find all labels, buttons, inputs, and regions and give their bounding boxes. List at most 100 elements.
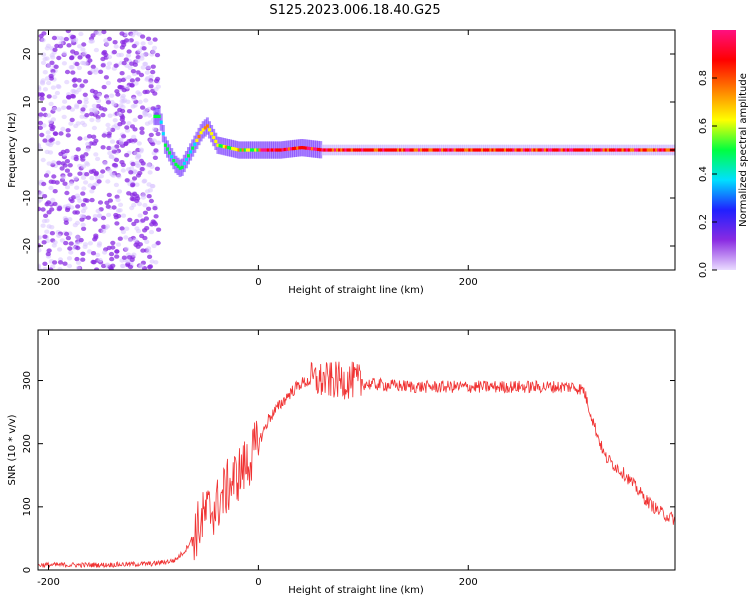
spectrogram-cell — [254, 148, 258, 152]
spectrogram-cell — [72, 222, 78, 228]
spectrogram-cell — [133, 81, 139, 86]
spectrogram-cell — [634, 148, 638, 152]
x-tick-label: 0 — [255, 277, 261, 288]
spectrogram-cell — [292, 147, 295, 151]
spectrogram-cell — [537, 148, 541, 152]
spectrogram-cell — [75, 204, 81, 209]
spectrogram-cell — [41, 123, 47, 128]
spectrogram-cell — [64, 79, 70, 85]
spectrogram-cell — [126, 109, 133, 114]
snr-plot-area — [38, 330, 675, 570]
spectrogram-cell — [485, 148, 489, 152]
spectrogram-cell — [575, 148, 579, 152]
spectrogram-cell — [137, 213, 143, 218]
spectrogram-cell — [105, 179, 111, 184]
spectrogram-cell — [273, 148, 277, 152]
spectrogram-cell — [140, 105, 146, 110]
spectrogram-cell — [373, 148, 377, 152]
y-tick-label: -10 — [22, 190, 33, 206]
spectrogram-cell — [577, 148, 581, 152]
spectrogram-cell — [623, 148, 627, 152]
spectrogram-cell — [462, 148, 465, 152]
spectrogram-cell — [499, 148, 503, 152]
spectrogram-cell — [74, 61, 80, 67]
spectrogram-cell — [131, 252, 137, 257]
spectrogram-cell — [117, 107, 123, 113]
spectrogram-cell — [152, 91, 158, 96]
y-tick-label: 0 — [22, 147, 33, 153]
spectrogram-cell — [41, 52, 47, 57]
spectrogram-cell — [197, 135, 201, 139]
spectrogram-cell — [142, 210, 148, 215]
spectrogram-cell — [176, 164, 180, 168]
spectrogram-cell — [650, 148, 654, 152]
spectrogram-cell — [124, 226, 130, 231]
spectrogram-cell — [86, 249, 93, 254]
spectrogram-cell — [327, 148, 331, 152]
spectrogram-cell — [45, 141, 51, 146]
spectrogram-cell — [91, 168, 97, 174]
spectrogram-cell — [75, 260, 82, 265]
spectrogram-cell — [89, 117, 95, 123]
spectrogram-cell — [424, 148, 428, 152]
spectrogram-cell — [53, 64, 59, 70]
spectrogram-xlabel: Height of straight line (km) — [288, 285, 424, 296]
spectrogram-cell — [89, 88, 95, 94]
spectrogram-cell — [60, 161, 66, 166]
spectrogram-cell — [113, 215, 119, 220]
spectrogram-cell — [126, 139, 132, 144]
spectrogram-cell — [120, 77, 126, 83]
spectrogram-cell — [155, 240, 161, 246]
spectrogram-cell — [401, 148, 405, 152]
spectrogram-cell — [129, 196, 135, 201]
spectrogram-cell — [97, 241, 103, 246]
spectrogram-ylabel: Frequency (Hz) — [7, 112, 18, 188]
spectrogram-cell — [247, 148, 251, 152]
spectrogram-cell — [38, 112, 44, 117]
spectrogram-cell — [430, 148, 434, 152]
spectrogram-cell — [422, 148, 426, 152]
spectrogram-cell — [123, 235, 129, 240]
spectrogram-cell — [89, 175, 95, 181]
spectrogram-cell — [98, 69, 104, 75]
spectrogram-cell — [146, 194, 152, 199]
spectrogram-cell — [77, 198, 83, 203]
spectrogram-cell — [640, 148, 644, 152]
spectrogram-cell — [124, 246, 130, 252]
spectrogram-cell — [120, 93, 126, 99]
spectrogram-cell — [522, 148, 526, 152]
spectrogram-cell — [92, 237, 98, 242]
spectrogram-cell — [108, 267, 114, 270]
spectrogram-cell — [346, 148, 350, 152]
spectrogram-cell — [168, 151, 172, 155]
spectrogram-cell — [135, 196, 141, 201]
spectrogram-cell — [62, 99, 68, 104]
spectrogram-cell — [438, 148, 442, 152]
spectrogram-cell — [40, 207, 46, 212]
spectrogram-cell — [598, 148, 602, 152]
spectrogram-cell — [564, 148, 568, 152]
spectrogram-cell — [80, 251, 86, 256]
y-tick-label: -20 — [22, 238, 33, 254]
spectrogram-cell — [48, 73, 54, 79]
spectrogram-cell — [62, 261, 68, 266]
spectrogram-cell — [382, 148, 386, 152]
spectrogram-cell — [40, 157, 46, 163]
spectrogram-cell — [80, 107, 86, 112]
spectrogram-cell — [45, 130, 51, 135]
spectrogram-cell — [85, 54, 91, 59]
spectrogram-cell — [174, 162, 178, 166]
spectrogram-cell — [114, 221, 120, 226]
spectrogram-cell — [287, 147, 291, 151]
spectrogram-cell — [585, 148, 589, 152]
spectrogram-cell — [48, 185, 54, 191]
spectrogram-cell — [112, 163, 119, 168]
spectrogram-cell — [644, 148, 648, 152]
spectrogram-cell — [333, 148, 337, 152]
spectrogram-cell — [69, 93, 76, 99]
spectrogram-cell — [75, 147, 81, 152]
spectrogram-cell — [120, 168, 126, 173]
spectrogram-ticks: -200 0 200 -20 -10 0 10 20 — [22, 30, 675, 288]
spectrogram-cell — [141, 179, 147, 184]
spectrogram-cell — [220, 144, 224, 148]
